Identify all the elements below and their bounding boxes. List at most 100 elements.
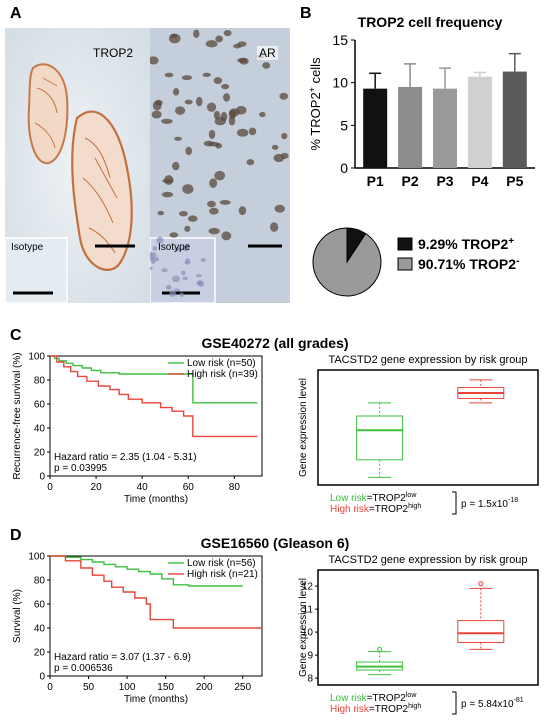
nucleus (238, 206, 247, 216)
nucleus (170, 33, 177, 38)
y-tick-label: 100 (28, 352, 45, 363)
x-tick-label: 200 (196, 682, 213, 693)
y-tick-label: 80 (34, 376, 46, 387)
nucleus (208, 227, 220, 235)
panel-d-title: GSE16560 (Gleason 6) (200, 535, 350, 551)
ar-label: AR (257, 46, 278, 60)
nucleus (206, 102, 217, 112)
nucleus (165, 284, 172, 290)
bar-chart: 0 5 10 15 P1 P2 P3 P4 P5 % TROP2+ cells (307, 32, 535, 189)
y-tick-label: 10 (302, 628, 314, 639)
category-label: P3 (436, 173, 453, 189)
trop2-micrograph: TROP2 Isotype (5, 28, 150, 303)
nucleus (182, 245, 190, 252)
nucleus (152, 100, 162, 111)
legend-label: High risk (n=39) (187, 369, 258, 380)
nucleus (228, 115, 236, 126)
nucleus (271, 144, 279, 150)
nucleus (270, 222, 279, 232)
survival-curve (50, 355, 258, 438)
y-tick-label: 12 (302, 582, 314, 593)
nucleus (175, 106, 186, 115)
y-tick-label: 0 (340, 160, 348, 176)
nucleus (151, 110, 162, 119)
y-tick-label: 20 (34, 648, 46, 659)
pie-slice (312, 227, 382, 297)
nucleus (185, 258, 191, 265)
nucleus (236, 128, 249, 137)
ar-micrograph: AR Isotype (150, 28, 290, 303)
panel-label-a: A (10, 5, 22, 22)
km-plot-c: 0 20 40 60 80 100 0 20 40 60 80 Low risk (n=50)High… (12, 352, 263, 505)
plot-frame (317, 569, 539, 686)
nucleus (150, 252, 157, 258)
nucleus (164, 72, 174, 78)
x-tick-label: 0 (47, 482, 53, 493)
nucleus (205, 40, 218, 48)
p-value-annotation: p = 0.006536 (54, 663, 113, 674)
bar (467, 76, 492, 168)
p-value-annotation: p = 0.03995 (54, 463, 108, 474)
y-tick-label: 5 (340, 117, 348, 133)
survival-curve (50, 555, 262, 629)
hazard-ratio-annotation: Hazard ratio = 2.35 (1.04 - 5.31) (54, 452, 197, 463)
nucleus (174, 136, 182, 141)
nucleus (185, 146, 193, 156)
outlier-point (377, 646, 383, 652)
category-label: P1 (367, 173, 384, 189)
bar (502, 71, 527, 168)
bar (363, 88, 388, 168)
legend-label: Low risk (n=56) (187, 558, 256, 569)
y-tick-label: 8 (307, 674, 313, 685)
nucleus (200, 257, 206, 262)
x-tick-label: 60 (183, 482, 195, 493)
nucleus (259, 111, 266, 118)
nucleus (161, 191, 174, 198)
legend-swatch (397, 257, 413, 271)
x-tick-label: 250 (234, 682, 251, 693)
hazard-ratio-annotation: Hazard ratio = 3.07 (1.37 - 6.9) (54, 652, 191, 663)
nucleus (161, 118, 173, 124)
nucleus (202, 72, 211, 77)
plot-frame (49, 555, 263, 677)
panel-label-b: B (300, 5, 312, 22)
category-label: P4 (471, 173, 488, 189)
pie-chart: 9.29% TROP2+ 90.71% TROP2- (312, 227, 519, 297)
isotype-label: Isotype (11, 242, 44, 253)
box-plot-title: TACSTD2 gene expression by risk group (328, 354, 527, 366)
nucleus (215, 35, 224, 43)
nucleus (152, 246, 158, 251)
nucleus (174, 288, 180, 292)
box-p-value: p = 1.5x10-18 (461, 497, 518, 510)
nucleus (172, 275, 180, 283)
ar-stain-image (150, 28, 290, 303)
bar (398, 86, 423, 168)
y-axis-label: % TROP2+ cells (307, 57, 323, 151)
nucleus (274, 204, 286, 213)
nucleus (208, 141, 220, 147)
nucleus (182, 276, 189, 281)
y-axis-label: Survival (%) (12, 589, 23, 643)
bar (433, 88, 457, 168)
nucleus (150, 266, 153, 270)
nucleus (221, 83, 230, 90)
y-axis-label: Recurrence-free survival (%) (12, 352, 23, 479)
bar-chart-title: TROP2 cell frequency (357, 14, 503, 30)
panel-label-c: C (10, 327, 22, 344)
panel-c-title: GSE40272 (all grades) (201, 335, 349, 351)
nucleus (193, 29, 200, 39)
nucleus (214, 117, 226, 126)
nucleus (161, 268, 168, 273)
box-plot-title: TACSTD2 gene expression by risk group (328, 554, 527, 566)
nucleus (157, 210, 165, 216)
isotype-label: Isotype (158, 242, 191, 253)
nucleus (172, 88, 180, 96)
nucleus (213, 77, 223, 85)
y-tick-label: 15 (332, 32, 348, 48)
nucleus (221, 231, 232, 241)
nucleus (279, 92, 289, 100)
box-p-value: p = 5.84x10-81 (461, 697, 524, 710)
nucleus (281, 132, 288, 140)
nucleus (182, 184, 194, 194)
km-plot-d: 0 20 40 60 80 100 0 50 100 150 200 250 Low risk (n=5… (12, 552, 263, 705)
